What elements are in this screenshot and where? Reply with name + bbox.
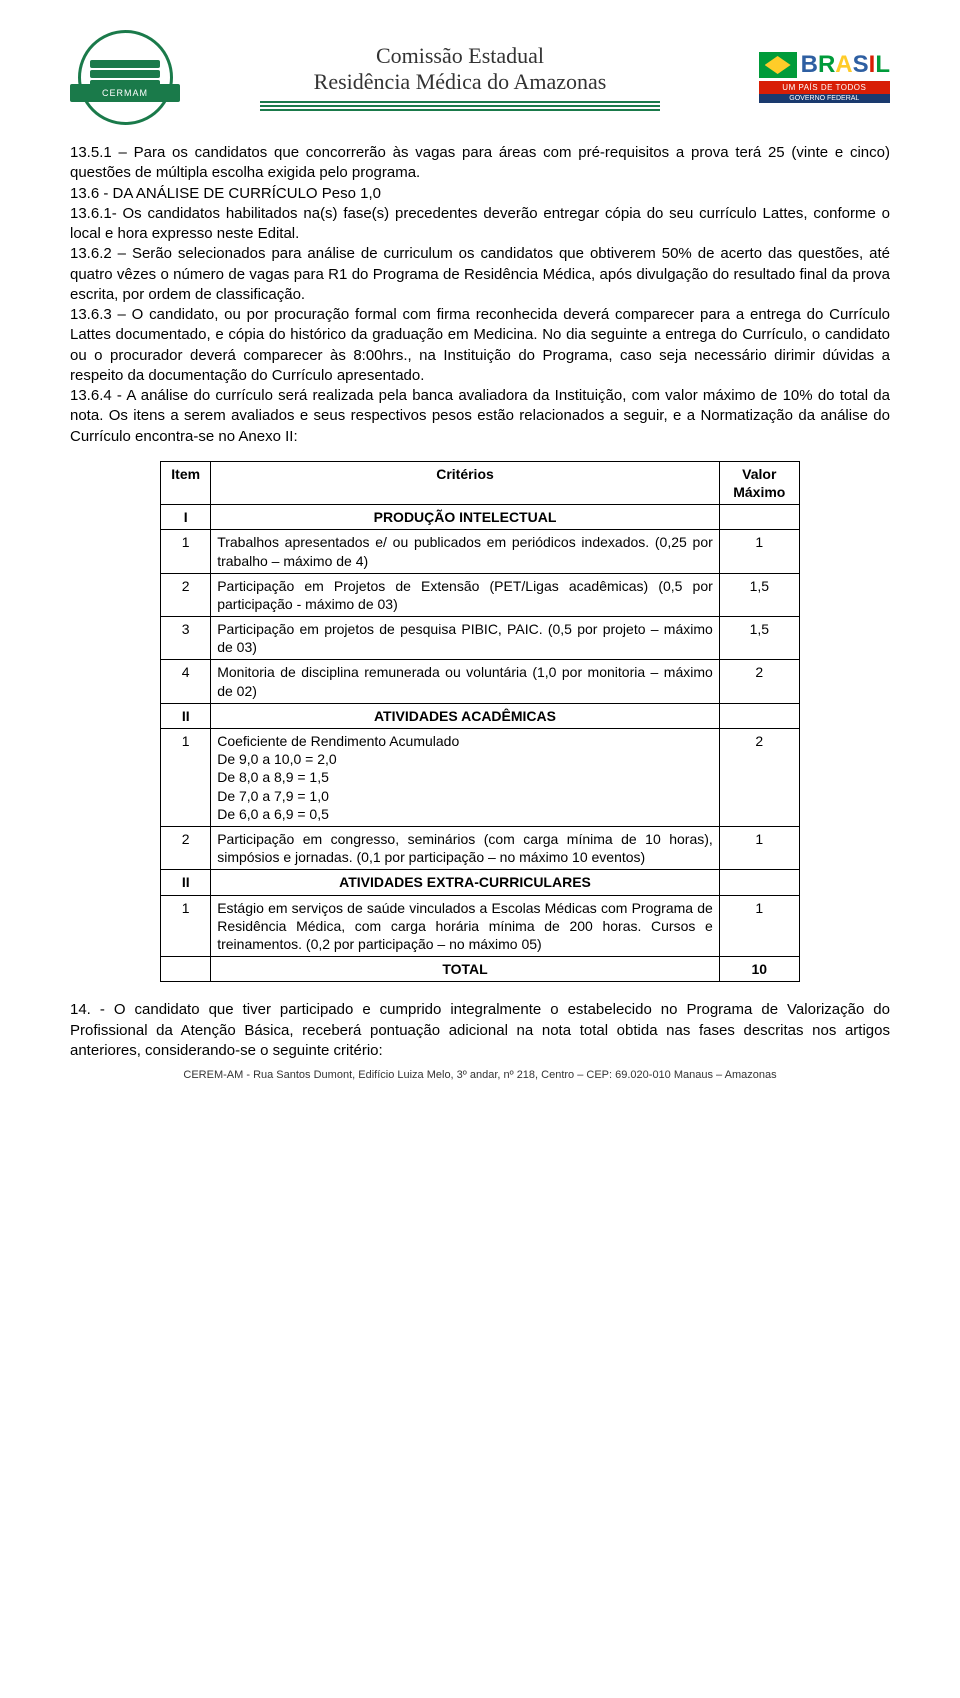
th-valor: Valor Máximo [719,461,799,504]
para-13-6: 13.6 - DA ANÁLISE DE CURRÍCULO Peso 1,0 [70,184,890,204]
header-line1: Comissão Estadual [180,43,740,69]
table-row: 2 Participação em congresso, seminários … [161,826,800,869]
brazil-flag-icon [759,52,797,78]
para-13-5-1: 13.5.1 – Para os candidatos que concorre… [70,143,890,184]
table-row: 4 Monitoria de disciplina remunerada ou … [161,660,800,703]
para-13-6-2: 13.6.2 – Serão selecionados para análise… [70,244,890,305]
table-row: 3 Participação em projetos de pesquisa P… [161,617,800,660]
header-title-block: Comissão Estadual Residência Médica do A… [180,43,740,113]
table-row: 1 Trabalhos apresentados e/ ou publicado… [161,530,800,573]
para-13-6-4: 13.6.4 - A análise do currículo será rea… [70,386,890,447]
table-row: 2 Participação em Projetos de Extensão (… [161,573,800,616]
table-row: 1 Estágio em serviços de saúde vinculado… [161,895,800,957]
body-text: 13.5.1 – Para os candidatos que concorre… [70,143,890,447]
th-criterios: Critérios [211,461,720,504]
document-page: CERMAM Comissão Estadual Residência Médi… [0,0,960,1101]
section-row-1: I PRODUÇÃO INTELECTUAL [161,505,800,530]
criteria-table: Item Critérios Valor Máximo I PRODUÇÃO I… [160,461,800,983]
brasil-sub1: UM PAÍS DE TODOS [759,81,890,94]
para-14: 14. - O candidato que tiver participado … [70,1000,890,1061]
para-13-6-1: 13.6.1- Os candidatos habilitados na(s) … [70,204,890,245]
para-13-6-3: 13.6.3 – O candidato, ou por procuração … [70,305,890,386]
section-row-2: II ATIVIDADES ACADÊMICAS [161,703,800,728]
total-row: TOTAL 10 [161,957,800,982]
table-row: 1 Coeficiente de Rendimento Acumulado De… [161,729,800,827]
section-title: PRODUÇÃO INTELECTUAL [211,505,720,530]
brasil-logo: BRASIL UM PAÍS DE TODOS GOVERNO FEDERAL [740,51,890,104]
brasil-sub2: GOVERNO FEDERAL [759,94,890,103]
section-num: I [161,505,211,530]
table-header-row: Item Critérios Valor Máximo [161,461,800,504]
section-row-3: II ATIVIDADES EXTRA-CURRICULARES [161,870,800,895]
header-line2: Residência Médica do Amazonas [180,69,740,95]
cermam-logo: CERMAM [70,30,180,125]
page-footer: CEREM-AM - Rua Santos Dumont, Edifício L… [70,1069,890,1081]
body-text-after: 14. - O candidato que tiver participado … [70,1000,890,1061]
th-item: Item [161,461,211,504]
logo-band-text: CERMAM [70,84,180,102]
page-header: CERMAM Comissão Estadual Residência Médi… [70,30,890,125]
